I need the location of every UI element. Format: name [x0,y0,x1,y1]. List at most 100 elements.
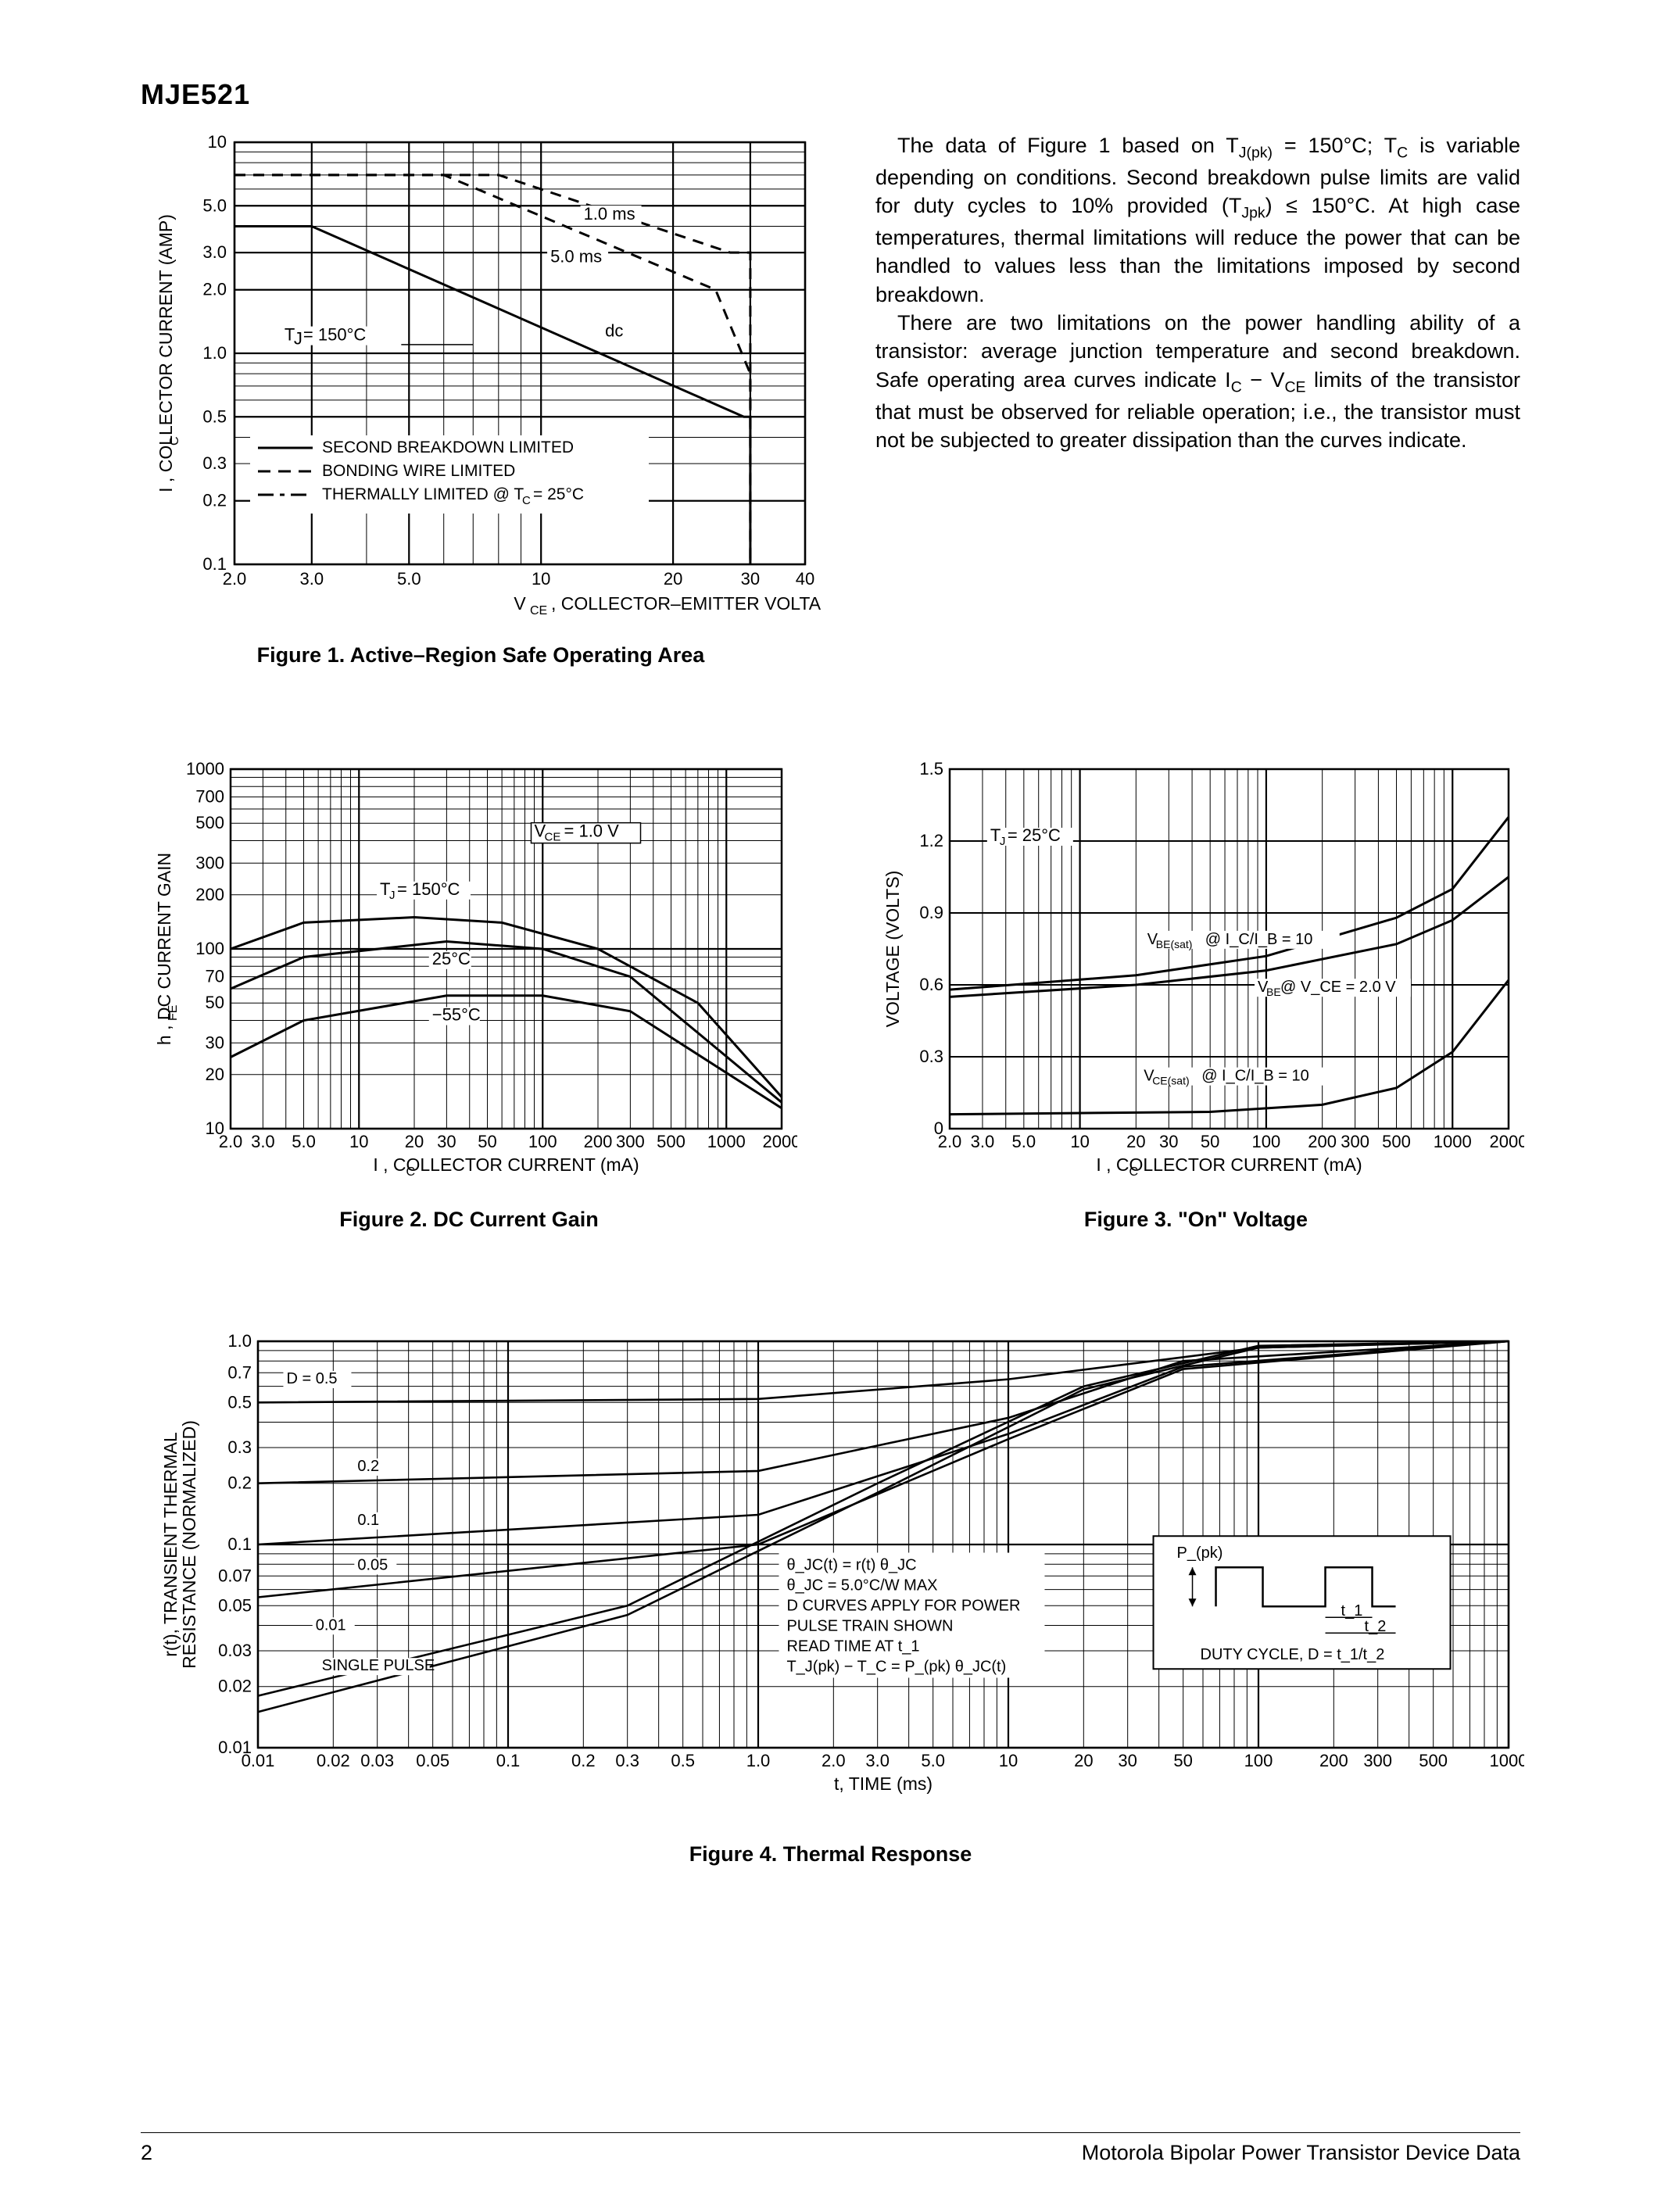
svg-text:0.05: 0.05 [218,1595,252,1615]
svg-text:30: 30 [741,569,760,589]
svg-text:2.0: 2.0 [938,1132,962,1151]
svg-text:1000: 1000 [1434,1132,1472,1151]
svg-text:200: 200 [584,1132,613,1151]
svg-text:RESISTANCE (NORMALIZED): RESISTANCE (NORMALIZED) [179,1420,199,1669]
svg-text:−55°C: −55°C [432,1005,481,1025]
svg-text:0.2: 0.2 [202,491,227,510]
fig3-chart: 00.30.60.91.21.52.03.05.0102030501002003… [868,753,1524,1191]
svg-text:DUTY CYCLE, D = t_1/t_2: DUTY CYCLE, D = t_1/t_2 [1201,1646,1385,1663]
svg-text:50: 50 [1173,1751,1192,1770]
svg-text:300: 300 [1341,1132,1369,1151]
svg-text:30: 30 [437,1132,456,1151]
page-number: 2 [141,2141,152,2165]
svg-text:500: 500 [657,1132,686,1151]
svg-text:1.5: 1.5 [919,759,943,778]
figure-1: 2.03.05.0102030400.10.20.30.51.02.03.05.… [141,127,821,668]
svg-text:= 1.0 V: = 1.0 V [564,821,620,841]
svg-text:0.5: 0.5 [227,1392,252,1412]
svg-text:1.2: 1.2 [919,831,943,850]
svg-text:C: C [522,494,531,507]
svg-text:t_1: t_1 [1341,1602,1363,1620]
svg-text:30: 30 [1159,1132,1178,1151]
svg-text:1000: 1000 [186,759,224,778]
svg-text:0.3: 0.3 [202,453,227,473]
svg-text:0.1: 0.1 [357,1512,379,1529]
fig4-chart: 0.010.020.030.050.10.20.30.51.02.03.05.0… [141,1326,1524,1826]
svg-text:20: 20 [405,1132,424,1151]
svg-text:READ TIME AT t_1: READ TIME AT t_1 [786,1638,919,1655]
fig2-caption: Figure 2. DC Current Gain [141,1208,797,1232]
svg-text:500: 500 [195,813,224,832]
figure-3: 00.30.60.91.21.52.03.05.0102030501002003… [868,753,1524,1232]
svg-text:t, TIME (ms): t, TIME (ms) [834,1774,933,1794]
fig4-caption: Figure 4. Thermal Response [141,1842,1520,1867]
svg-text:V: V [514,593,526,614]
svg-text:0.01: 0.01 [316,1616,346,1634]
svg-text:T_J(pk) − T_C = P_(pk) θ_JC(t): T_J(pk) − T_C = P_(pk) θ_JC(t) [786,1658,1006,1675]
svg-text:500: 500 [1419,1751,1448,1770]
svg-text:700: 700 [195,787,224,807]
svg-text:CE: CE [545,831,561,844]
svg-text:20: 20 [1126,1132,1145,1151]
svg-text:200: 200 [1319,1751,1348,1770]
svg-text:@ I_C/I_B = 10: @ I_C/I_B = 10 [1201,1068,1309,1085]
svg-text:10: 10 [1070,1132,1089,1151]
svg-text:50: 50 [206,993,224,1012]
svg-text:VOLTAGE (VOLTS): VOLTAGE (VOLTS) [882,871,903,1028]
svg-text:D = 0.5: D = 0.5 [286,1370,337,1387]
svg-text:0.2: 0.2 [227,1473,252,1493]
svg-text:0.05: 0.05 [357,1556,388,1573]
svg-text:J: J [1000,835,1006,848]
svg-text:= 150°C: = 150°C [303,325,366,345]
svg-text:5.0: 5.0 [202,195,227,215]
svg-text:30: 30 [206,1033,224,1052]
svg-text:5.0: 5.0 [921,1751,945,1770]
svg-text:20: 20 [206,1065,224,1084]
svg-text:10: 10 [206,1119,224,1138]
svg-text:1.0: 1.0 [202,343,227,363]
svg-text:3.0: 3.0 [865,1751,890,1770]
svg-text:0.7: 0.7 [227,1362,252,1382]
svg-text:300: 300 [1363,1751,1392,1770]
svg-text:0.6: 0.6 [919,975,943,994]
svg-text:= 25°C: = 25°C [1008,825,1061,845]
svg-text:@ V_CE = 2.0 V: @ V_CE = 2.0 V [1280,979,1396,996]
svg-text:2.0: 2.0 [202,280,227,299]
svg-text:100: 100 [1252,1132,1281,1151]
svg-text:FE: FE [166,1005,180,1021]
svg-text:θ_JC(t) = r(t) θ_JC: θ_JC(t) = r(t) θ_JC [786,1556,916,1573]
svg-text:2.0: 2.0 [822,1751,846,1770]
svg-text:0.02: 0.02 [218,1677,252,1696]
svg-text:BONDING WIRE LIMITED: BONDING WIRE LIMITED [322,462,515,480]
svg-text:500: 500 [1382,1132,1411,1151]
svg-text:SECOND BREAKDOWN LIMITED: SECOND BREAKDOWN LIMITED [322,438,574,456]
svg-text:CE: CE [530,604,547,617]
svg-text:0.07: 0.07 [218,1566,252,1585]
svg-text:= 25°C: = 25°C [533,485,584,503]
fig1-chart: 2.03.05.0102030400.10.20.30.51.02.03.05.… [141,127,821,627]
svg-text:50: 50 [478,1132,496,1151]
svg-text:5.0 ms: 5.0 ms [550,247,602,267]
svg-text:0.3: 0.3 [615,1751,639,1770]
page-footer: 2 Motorola Bipolar Power Transistor Devi… [141,2132,1520,2165]
figure-4: 0.010.020.030.050.10.20.30.51.02.03.05.0… [141,1326,1520,1867]
svg-text:THERMALLY LIMITED @ T: THERMALLY LIMITED @ T [322,485,524,503]
svg-text:PULSE TRAIN SHOWN: PULSE TRAIN SHOWN [786,1617,953,1634]
svg-text:I , COLLECTOR CURRENT (AMP): I , COLLECTOR CURRENT (AMP) [156,214,176,492]
svg-text:P_(pk): P_(pk) [1177,1544,1223,1562]
svg-text:J: J [389,889,396,902]
svg-text:C: C [1129,1165,1139,1179]
svg-text:3.0: 3.0 [202,242,227,262]
svg-text:0.03: 0.03 [218,1641,252,1660]
svg-text:C: C [168,436,181,446]
svg-text:300: 300 [616,1132,645,1151]
svg-text:20: 20 [1074,1751,1093,1770]
svg-text:30: 30 [1118,1751,1137,1770]
svg-text:0.1: 0.1 [202,554,227,574]
svg-text:5.0: 5.0 [1012,1132,1036,1151]
svg-text:3.0: 3.0 [300,569,324,589]
svg-text:0.9: 0.9 [919,903,943,922]
svg-text:0.01: 0.01 [218,1738,252,1757]
svg-text:r(t), TRANSIENT THERMAL: r(t), TRANSIENT THERMAL [160,1432,181,1657]
fig3-caption: Figure 3. "On" Voltage [868,1208,1524,1232]
